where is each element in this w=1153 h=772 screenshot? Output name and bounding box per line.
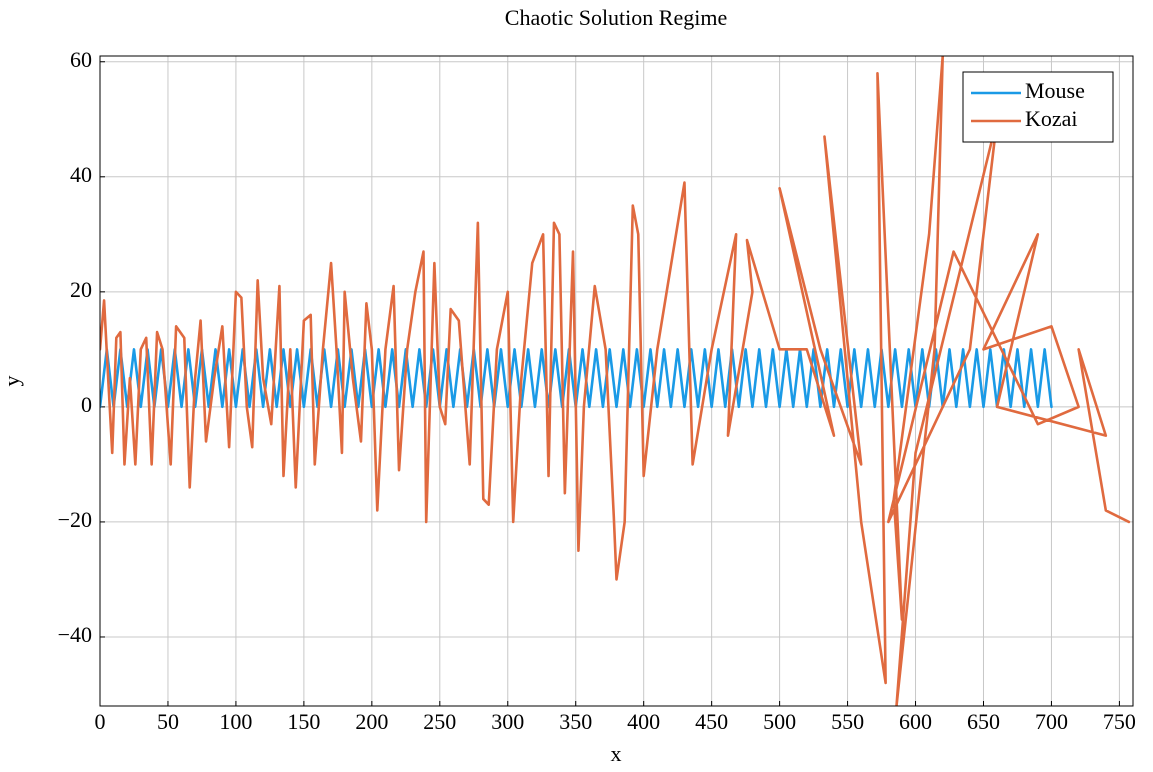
x-tick-label: 400 bbox=[627, 709, 660, 734]
y-tick-label: 60 bbox=[70, 47, 92, 72]
legend-label: Kozai bbox=[1025, 106, 1078, 131]
x-tick-label: 300 bbox=[491, 709, 524, 734]
x-tick-label: 200 bbox=[355, 709, 388, 734]
x-tick-label: 0 bbox=[95, 709, 106, 734]
legend-box bbox=[962, 71, 1114, 143]
x-tick-label: 550 bbox=[831, 709, 864, 734]
chart-title: Chaotic Solution Regime bbox=[505, 5, 727, 30]
legend-label: Mouse bbox=[1025, 78, 1085, 103]
y-tick-label: 40 bbox=[70, 162, 92, 187]
y-tick-label: 0 bbox=[81, 392, 92, 417]
x-tick-label: 650 bbox=[967, 709, 1000, 734]
y-tick-label: −20 bbox=[58, 507, 92, 532]
x-tick-label: 150 bbox=[287, 709, 320, 734]
x-tick-label: 750 bbox=[1103, 709, 1136, 734]
x-axis-label: x bbox=[611, 741, 622, 766]
series-line bbox=[100, 56, 1131, 706]
x-tick-label: 450 bbox=[695, 709, 728, 734]
x-tick-label: 500 bbox=[763, 709, 796, 734]
x-tick-label: 600 bbox=[899, 709, 932, 734]
x-tick-label: 700 bbox=[1035, 709, 1068, 734]
x-tick-label: 100 bbox=[219, 709, 252, 734]
y-tick-label: 20 bbox=[70, 277, 92, 302]
x-tick-label: 250 bbox=[423, 709, 456, 734]
x-tick-label: 350 bbox=[559, 709, 592, 734]
plot-frame bbox=[99, 55, 1134, 707]
y-axis-label: y bbox=[0, 376, 24, 387]
y-tick-label: −40 bbox=[58, 622, 92, 647]
x-tick-label: 50 bbox=[157, 709, 179, 734]
